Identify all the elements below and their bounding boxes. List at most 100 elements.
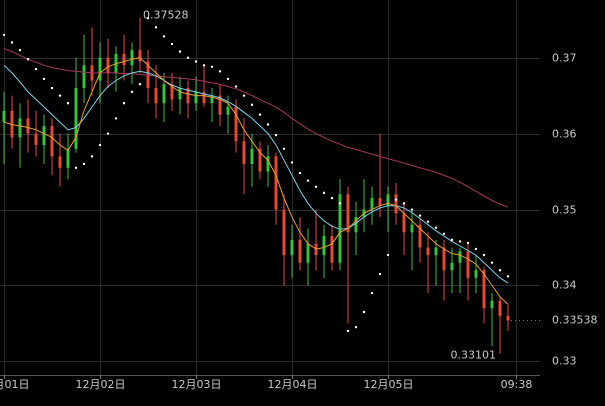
- sar-dot: [378, 272, 382, 276]
- candle-body: [274, 156, 278, 210]
- candle-body: [298, 239, 302, 263]
- sar-dot: [242, 94, 246, 97]
- sar-dot: [138, 83, 142, 86]
- sar-dot: [258, 113, 262, 116]
- moving-average-line: [3, 48, 509, 208]
- candle-body: [234, 107, 238, 142]
- sar-dot: [330, 196, 334, 200]
- candle-body: [194, 91, 198, 104]
- candle-body: [474, 270, 478, 278]
- candle-body: [202, 91, 206, 104]
- sar-dot: [466, 241, 470, 245]
- candle-body: [354, 217, 358, 233]
- sar-dot: [106, 132, 110, 135]
- candle-body: [178, 88, 182, 100]
- candle-body: [130, 50, 134, 66]
- candle-body: [122, 53, 126, 66]
- sar-dot: [410, 208, 414, 211]
- sar-dot: [298, 171, 302, 175]
- candle-body: [498, 300, 502, 316]
- candle-body: [450, 262, 454, 271]
- sar-dot: [58, 94, 62, 97]
- candle-body: [386, 194, 390, 206]
- sar-dot: [154, 26, 158, 29]
- candle-body: [394, 194, 398, 214]
- candle-body: [338, 194, 342, 263]
- sar-dot: [458, 240, 462, 243]
- sar-dot: [506, 275, 510, 278]
- sar-dot: [394, 198, 398, 201]
- y-tick-label: 0.36: [552, 128, 577, 141]
- candle-body: [434, 247, 438, 256]
- candle-body: [266, 156, 270, 172]
- y-tick-label: 0.35: [552, 204, 577, 217]
- candle-body: [330, 236, 334, 263]
- sar-dot: [226, 77, 230, 81]
- sar-dot: [34, 67, 38, 71]
- candle-body: [482, 270, 486, 309]
- candle-body: [66, 148, 70, 168]
- sar-dot: [426, 220, 430, 223]
- sar-dot: [202, 64, 206, 67]
- candle-body: [226, 107, 230, 115]
- sar-dot: [482, 253, 486, 257]
- sar-dot: [18, 48, 22, 52]
- sar-dot: [402, 202, 406, 205]
- sar-dot: [146, 17, 150, 20]
- sar-dot: [322, 191, 326, 195]
- sar-dot: [474, 247, 478, 251]
- sar-dot: [42, 77, 46, 81]
- candle-body: [18, 118, 22, 138]
- candle-body: [186, 88, 190, 104]
- candle-body: [282, 209, 286, 256]
- candle-body: [466, 251, 470, 278]
- candle-body: [154, 88, 158, 104]
- sar-dot: [250, 103, 254, 106]
- sar-dot: [450, 238, 454, 242]
- sar-dot: [354, 325, 358, 329]
- y-tick-label: 0.37: [552, 52, 577, 65]
- candle-body: [138, 50, 142, 62]
- sar-dot: [498, 269, 502, 272]
- candle-body: [242, 141, 246, 164]
- sar-dot: [362, 310, 366, 314]
- candle-body: [82, 65, 86, 89]
- last-price-label: 0.33538: [552, 313, 598, 326]
- candle-body: [306, 243, 310, 263]
- candle-body: [58, 156, 62, 168]
- sar-dot: [490, 261, 494, 264]
- sar-dot: [434, 226, 438, 229]
- candle-body: [426, 247, 430, 256]
- sar-dot: [194, 60, 198, 63]
- sar-dot: [82, 162, 86, 166]
- candle-body: [162, 84, 166, 104]
- sar-dot: [418, 214, 422, 217]
- sar-dot: [178, 50, 182, 53]
- sar-dot: [122, 102, 126, 105]
- moving-average-line: [3, 57, 509, 305]
- sar-dot: [306, 179, 310, 182]
- sar-dot: [266, 123, 270, 126]
- moving-average-line: [3, 64, 509, 284]
- candle-body: [106, 57, 110, 73]
- sar-dot: [50, 86, 54, 90]
- sar-dot: [274, 133, 278, 137]
- sar-dot: [370, 291, 374, 295]
- candle-body: [410, 224, 414, 233]
- sar-dot: [26, 58, 30, 61]
- candle-body: [26, 118, 30, 134]
- sar-dot: [74, 166, 78, 169]
- sar-dot: [442, 232, 446, 236]
- candle-body: [402, 213, 406, 233]
- sar-dot: [162, 35, 166, 38]
- x-tick-label: 12月05日: [364, 378, 414, 391]
- high-label: 0.37528: [143, 9, 189, 22]
- sar-dot: [386, 253, 390, 257]
- candle-body: [50, 126, 54, 157]
- sar-dot: [282, 147, 286, 150]
- sar-dot: [170, 42, 174, 46]
- x-tick-label: 12月03日: [172, 378, 222, 391]
